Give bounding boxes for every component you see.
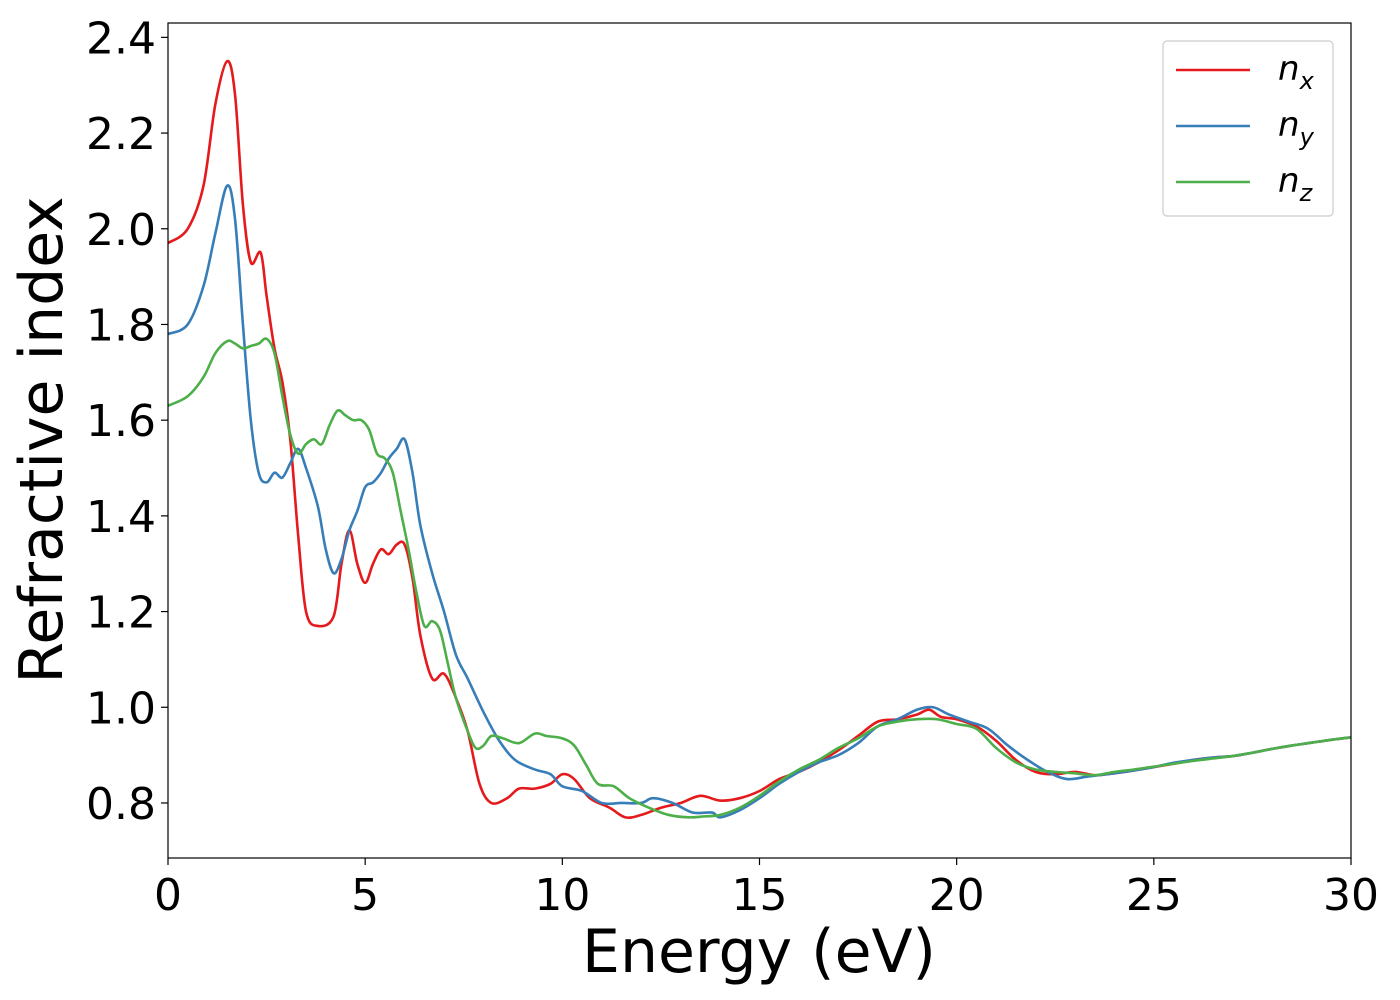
y-tick-label: 2.2 — [86, 109, 156, 160]
legend-label-base: n — [1278, 49, 1300, 89]
y-tick-label: 2.0 — [86, 205, 156, 256]
series-line-y — [167, 184, 1352, 819]
y-tick-label: 1.0 — [86, 683, 156, 734]
legend-label-subscript: x — [1299, 67, 1315, 95]
x-tick-label: 5 — [351, 870, 379, 921]
x-tick-label: 0 — [154, 870, 182, 921]
legend-label-z: nz — [1278, 161, 1314, 207]
y-tick-label: 1.4 — [86, 492, 156, 543]
plot-lines — [167, 59, 1352, 819]
legend-label-subscript: y — [1299, 123, 1315, 151]
y-tick-label: 2.4 — [86, 13, 156, 64]
x-axis-ticks: 0 5 10 15 20 25 30 — [154, 858, 1379, 921]
legend-label-subscript: z — [1299, 179, 1314, 207]
x-tick-label: 30 — [1323, 870, 1379, 921]
x-tick-label: 15 — [732, 870, 788, 921]
x-axis-title: Energy (eV) — [582, 917, 936, 987]
legend-label-base: n — [1278, 161, 1300, 201]
x-tick-label: 20 — [929, 870, 985, 921]
y-tick-label: 1.2 — [86, 588, 156, 639]
legend-frame — [1162, 40, 1334, 217]
y-tick-label: 1.6 — [86, 396, 156, 447]
y-axis-title: Refractive index — [7, 196, 77, 683]
legend-label-base: n — [1278, 105, 1300, 145]
legend-label-y: ny — [1278, 105, 1315, 151]
series-line-z — [167, 337, 1352, 819]
x-tick-label: 10 — [534, 870, 590, 921]
y-tick-label: 1.8 — [86, 300, 156, 351]
y-tick-label: 0.8 — [86, 779, 156, 830]
legend-label-x: nx — [1278, 49, 1315, 95]
y-axis-ticks: 0.8 1.0 1.2 1.4 1.6 1.8 2.0 2.2 2.4 — [86, 13, 168, 830]
x-tick-label: 25 — [1126, 870, 1182, 921]
